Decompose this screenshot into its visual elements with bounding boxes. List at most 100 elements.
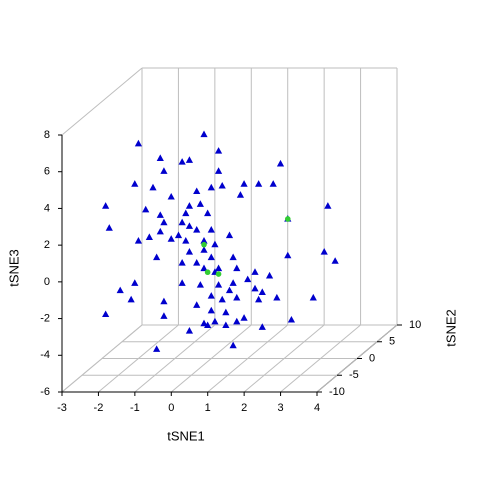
x-tick-label: -2 <box>94 402 104 414</box>
data-point <box>214 281 223 288</box>
data-point <box>156 227 164 235</box>
data-point <box>182 237 190 244</box>
data-point <box>214 147 223 154</box>
data-point <box>156 154 164 162</box>
data-point <box>178 259 186 266</box>
data-point <box>218 295 226 303</box>
data-point <box>185 222 194 229</box>
data-point <box>251 268 259 275</box>
data-point <box>134 237 143 244</box>
data-point <box>134 139 143 147</box>
data-point <box>200 264 208 272</box>
data-point <box>309 293 317 301</box>
x-tick-label: 1 <box>205 402 211 414</box>
data-point <box>193 301 201 308</box>
data-point <box>258 323 266 330</box>
data-point <box>102 202 110 209</box>
data-point <box>236 191 245 198</box>
data-point <box>211 240 219 248</box>
z-tick-label: 6 <box>44 166 50 178</box>
data-point <box>160 218 168 226</box>
data-point <box>255 180 263 187</box>
data-point <box>284 251 292 259</box>
data-point <box>156 211 164 218</box>
data-point <box>258 288 266 296</box>
data-point <box>127 295 135 303</box>
y-tick-label: -10 <box>329 386 345 398</box>
x-tick-label: 2 <box>241 402 247 414</box>
data-point <box>269 180 277 187</box>
data-point <box>153 345 161 352</box>
data-point <box>240 180 248 187</box>
data-point <box>178 279 186 286</box>
data-point <box>214 167 223 174</box>
data-point <box>200 237 208 244</box>
data-point <box>196 281 204 288</box>
data-point <box>174 231 183 239</box>
data-point <box>324 202 332 209</box>
data-point <box>240 314 248 321</box>
x-tick-label: 4 <box>314 402 320 414</box>
data-point <box>265 271 274 279</box>
data-point <box>178 158 186 165</box>
data-point <box>218 181 226 189</box>
z-axis-title: tSNE3 <box>6 249 21 287</box>
z-tick-label: 4 <box>44 202 50 214</box>
x-tick-label: -3 <box>57 402 67 414</box>
y-tick-label: 10 <box>409 319 421 331</box>
data-point <box>185 202 194 209</box>
data-point <box>207 183 215 191</box>
data-point <box>145 233 153 240</box>
data-point <box>200 246 208 253</box>
data-point <box>229 253 237 261</box>
data-point <box>193 226 201 233</box>
data-point <box>211 317 219 325</box>
data-point <box>182 209 190 217</box>
y-tick-label: -5 <box>349 369 359 381</box>
data-point <box>160 167 168 174</box>
z-tick-label: 0 <box>44 276 50 288</box>
x-tick-label: -1 <box>130 402 140 414</box>
box-edge <box>61 67 143 136</box>
data-point <box>287 315 296 323</box>
data-point <box>167 192 175 200</box>
data-point <box>200 319 208 327</box>
data-point <box>185 156 194 163</box>
data-point <box>178 218 186 226</box>
data-point <box>105 224 113 231</box>
data-point <box>116 286 124 294</box>
data-point <box>131 279 139 286</box>
data-point <box>131 180 139 187</box>
data-point <box>273 293 281 301</box>
z-tick-label: -4 <box>40 349 50 361</box>
data-point <box>167 235 175 242</box>
data-point <box>204 321 212 329</box>
z-tick-label: -2 <box>40 312 50 324</box>
data-point <box>160 297 168 305</box>
data-point <box>142 205 150 213</box>
data-point <box>200 130 208 138</box>
data-point <box>193 187 201 195</box>
data-point <box>233 317 241 325</box>
data-point <box>214 264 223 272</box>
data-point <box>207 226 215 233</box>
data-point <box>196 200 204 207</box>
data-point <box>222 308 230 316</box>
y-axis-title: tSNE2 <box>443 309 458 347</box>
y-tick-label: 5 <box>389 336 395 348</box>
z-tick-label: 2 <box>44 239 50 251</box>
data-point <box>207 306 215 314</box>
data-point <box>320 248 328 255</box>
data-point <box>215 271 222 277</box>
x-tick-label: 3 <box>278 402 284 414</box>
data-point <box>233 293 241 301</box>
data-point <box>229 279 237 286</box>
data-point <box>185 326 194 334</box>
data-point <box>193 259 201 266</box>
data-point <box>229 341 237 349</box>
data-point <box>225 231 234 239</box>
data-point <box>153 253 161 261</box>
data-point <box>207 292 215 299</box>
data-point <box>225 286 234 294</box>
